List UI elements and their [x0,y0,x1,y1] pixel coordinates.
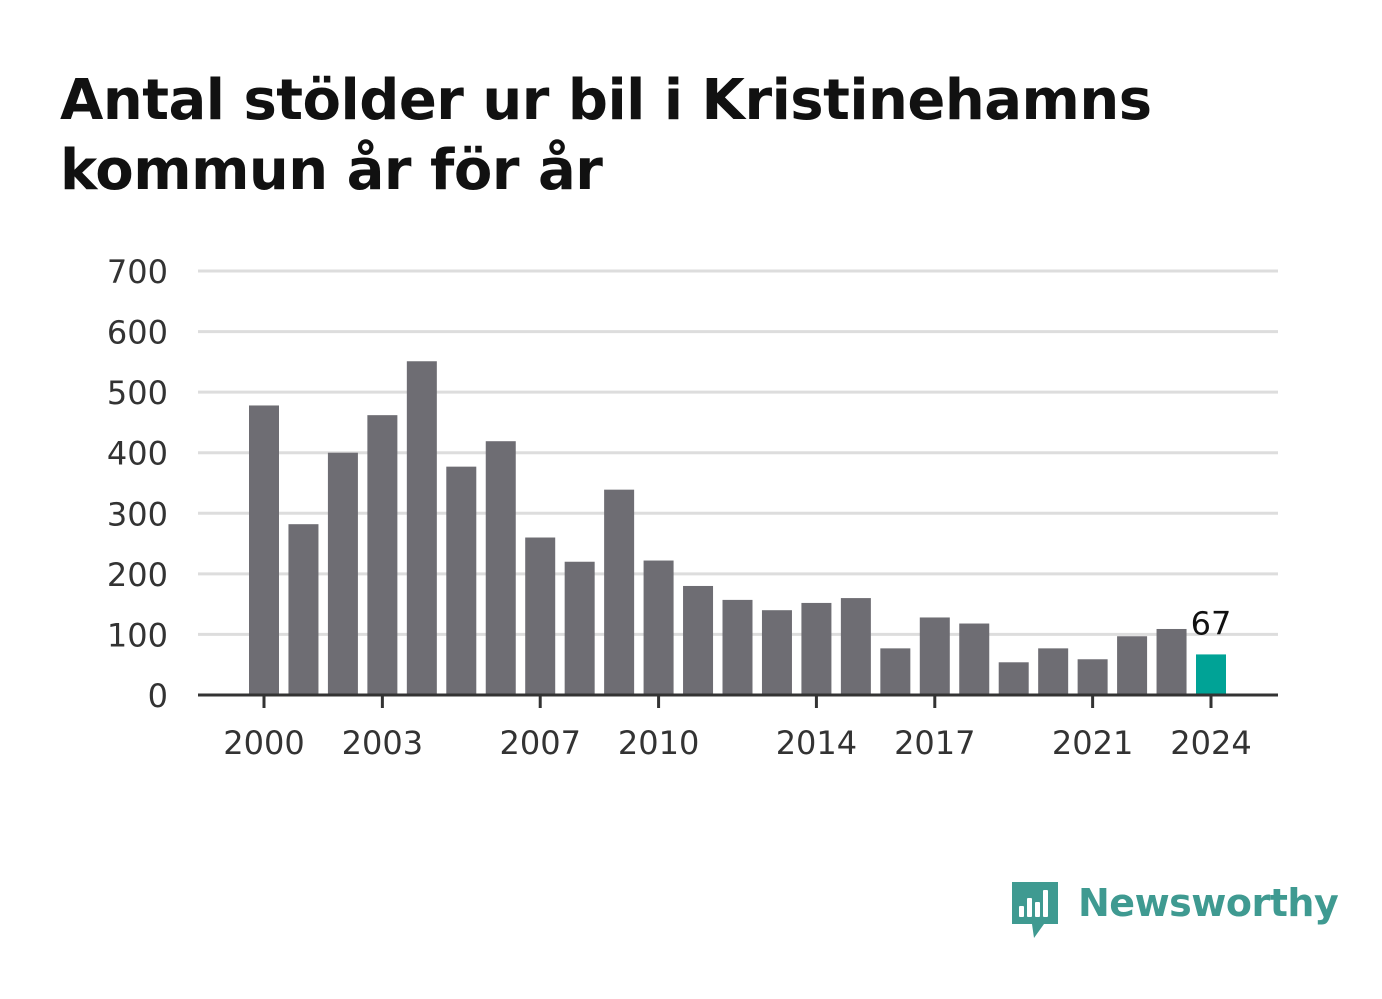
bar-2013 [761,610,792,695]
bar-2023 [1156,628,1187,695]
bar-2009 [604,489,635,695]
y-tick-label: 0 [148,677,168,715]
bar-2008 [564,561,595,695]
bar-2003 [367,415,398,695]
x-tick-label: 2014 [776,724,857,762]
y-tick-label: 100 [107,616,168,654]
bar-2005 [446,466,477,695]
brand-name: Newsworthy [1078,881,1339,925]
bar-2010 [643,560,674,695]
chart-title: Antal stölder ur bil i Kristinehamns kom… [60,68,1152,203]
bar-2015 [840,598,871,695]
y-axis-ticks: 0 100 200 300 400 500 600 700 [107,253,168,715]
y-tick-label: 500 [107,374,168,412]
y-tick-label: 700 [107,253,168,291]
bar-2019 [998,662,1029,695]
x-tick-label: 2017 [894,724,975,762]
bar-2000 [249,405,279,695]
bar-2007 [525,537,556,695]
bar-2006 [485,441,516,695]
bar-2021 [1077,659,1108,695]
bar-2004 [406,361,437,695]
x-tick-label: 2000 [223,724,304,762]
x-tick-label: 2003 [342,724,423,762]
y-tick-label: 600 [107,314,168,352]
bar-2024 [1196,654,1226,695]
bar-2002 [327,452,358,695]
x-tick-label: 2021 [1052,724,1133,762]
gridlines [198,269,1278,636]
data-labels: 67 [1191,604,1232,642]
x-tick-label: 2024 [1170,724,1251,762]
bar-2022 [1117,636,1148,695]
bar-2011 [683,585,714,695]
x-axis-ticks: 2000 2003 2007 2010 2014 2017 2021 2024 [223,695,1252,762]
bar-2017 [919,617,950,695]
bar-2014 [801,602,832,695]
newsworthy-logo-icon [1012,882,1058,938]
bar-2012 [722,599,753,695]
y-tick-label: 400 [107,435,168,473]
y-tick-label: 200 [107,556,168,594]
bar-2020 [1038,648,1069,695]
bar-2016 [880,648,911,695]
data-label-2024: 67 [1191,604,1232,642]
x-tick-label: 2007 [499,724,580,762]
bar-2018 [959,623,990,695]
x-tick-label: 2010 [618,724,699,762]
bar-2001 [288,524,319,695]
y-tick-label: 300 [107,495,168,533]
bars [249,361,1226,695]
